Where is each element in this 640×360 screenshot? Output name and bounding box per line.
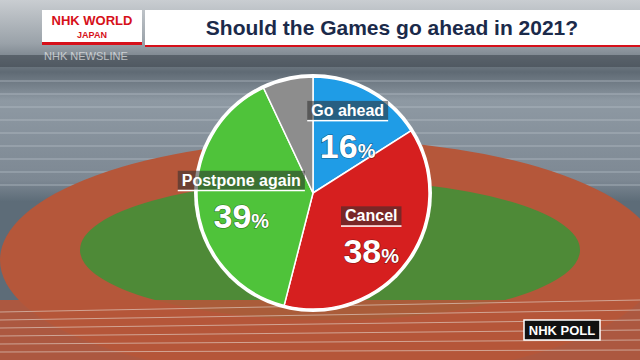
- value-label: 38%: [343, 232, 399, 270]
- slice-label: Go ahead: [311, 102, 384, 119]
- value-label: 39%: [214, 197, 270, 235]
- logo-stripe: [42, 42, 142, 45]
- watermark: NHK NEWSLINE: [44, 50, 128, 62]
- pie-rim: [194, 74, 432, 312]
- label-box: [178, 171, 305, 190]
- label-underline: [307, 120, 388, 122]
- value-digits: 16: [320, 127, 358, 165]
- chart: NHK WORLD JAPAN NHK NEWSLINE Should the Gam…: [0, 0, 640, 360]
- value-unit: %: [251, 210, 269, 232]
- slice-label: Postpone again: [182, 172, 301, 189]
- logo-text: NHK WORLD: [52, 13, 133, 28]
- label-underline: [341, 225, 401, 227]
- label-box: [341, 206, 401, 225]
- logo-text: JAPAN: [77, 30, 107, 40]
- value-label: 16%: [320, 127, 376, 165]
- value-unit: %: [358, 140, 376, 162]
- poll-badge: [524, 320, 600, 340]
- title-underline: [145, 45, 640, 47]
- value-digits: 38: [343, 232, 381, 270]
- lane-line: [0, 350, 640, 352]
- title: Should the Games go ahead in 2021?: [206, 16, 578, 39]
- slices: [197, 77, 429, 309]
- label-box: [307, 101, 388, 120]
- label-underline: [178, 190, 305, 192]
- poll-label: NHK POLL: [529, 323, 596, 338]
- logo-box: [42, 10, 142, 42]
- value-unit: %: [381, 245, 399, 267]
- slice-label: Cancel: [345, 207, 397, 224]
- title-bar: [145, 10, 640, 45]
- value-digits: 39: [214, 197, 252, 235]
